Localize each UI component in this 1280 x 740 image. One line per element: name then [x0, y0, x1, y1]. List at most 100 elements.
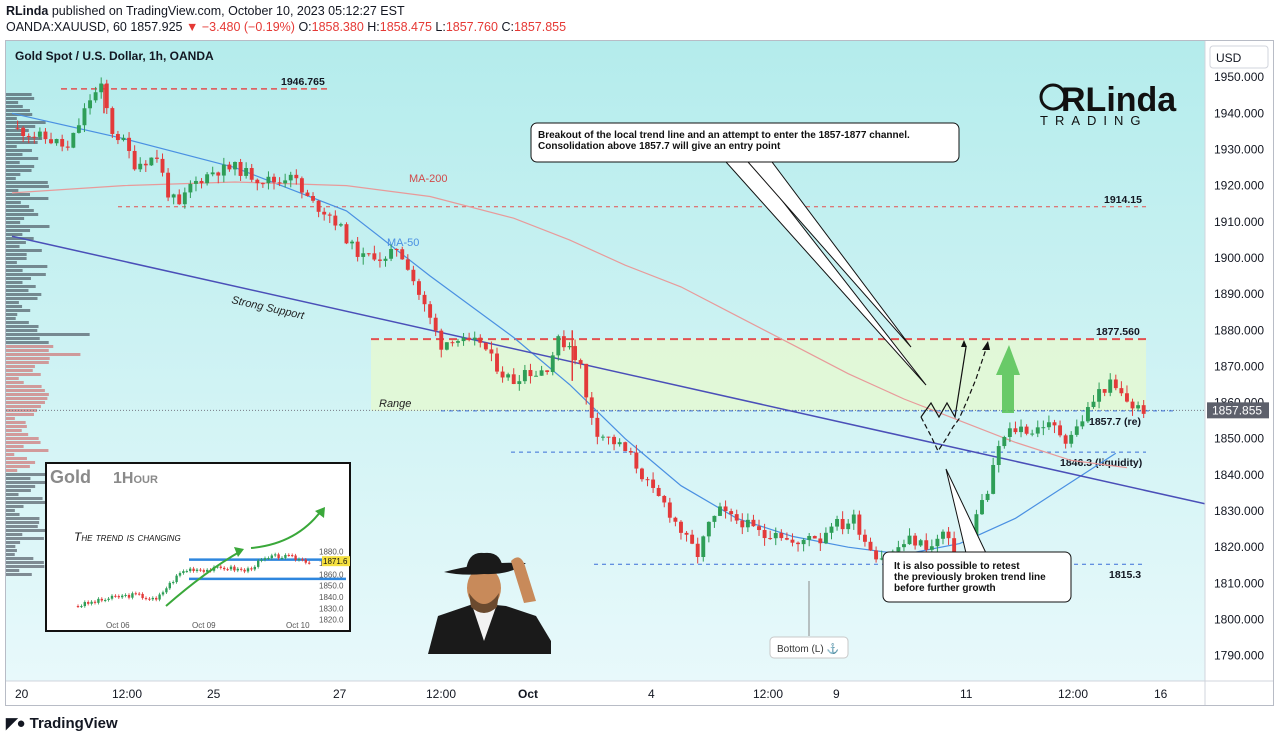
candle-body [483, 342, 488, 350]
inset-candle-body [216, 566, 219, 568]
tradingview-logo-icon: ◤● [6, 715, 26, 732]
candle-body [941, 531, 945, 539]
volume-bar [6, 277, 31, 280]
candle-body [673, 517, 678, 522]
volume-bar [6, 505, 24, 508]
inset-candle-body [250, 568, 253, 570]
candle-body [846, 523, 851, 530]
price-chart[interactable]: Range 1946.765 1914.15 1877.560 1857.7 (re)… [6, 41, 1273, 705]
volume-bar [6, 465, 30, 468]
inset-candle-body [291, 555, 294, 557]
candle-body [305, 192, 310, 196]
volume-bar [6, 221, 21, 224]
volume-bar [6, 421, 26, 424]
candle-body [506, 374, 511, 378]
volume-bar [6, 213, 39, 216]
volume-bar [6, 509, 15, 512]
candle-body [773, 532, 778, 539]
candle-body [333, 215, 338, 226]
volume-bar [6, 525, 38, 528]
volume-bar [6, 293, 42, 296]
candle-body [43, 131, 48, 140]
candle-body [244, 168, 249, 176]
inset-candle-body [178, 573, 182, 576]
time-tick-8: 9 [833, 687, 840, 701]
inset-candle-body [107, 598, 110, 600]
volume-bar [6, 537, 44, 540]
inset-candle-body [144, 598, 148, 600]
inset-candle-body [110, 595, 114, 599]
inset-candle-body [202, 570, 205, 572]
currency-label: USD [1216, 51, 1242, 65]
volume-bar [6, 393, 49, 396]
candle-body [26, 135, 31, 137]
volume-bar [6, 573, 32, 576]
candle-body [768, 538, 773, 540]
inset-candle-body [236, 568, 239, 571]
candle-body [1136, 405, 1141, 409]
candle-body [651, 479, 656, 488]
time-tick-6: 4 [648, 687, 655, 701]
tradingview-logo[interactable]: ◤● TradingView [6, 714, 118, 733]
price-axis[interactable]: 1950.000 1940.000 1930.000 1920.000 1910.000… [1207, 70, 1269, 663]
callout-bottom-line-1: the previously broken trend line [894, 572, 1046, 583]
inset-y-tick-4: 1840.0 [319, 593, 344, 602]
price-change: ▼ −3.480 (−0.19%) [185, 20, 295, 34]
candle-body [823, 532, 828, 544]
price-tick-7: 1880.000 [1214, 323, 1264, 337]
inset-candle-body [90, 601, 93, 604]
inset-candle-body [121, 595, 124, 598]
bottom-marker-box [769, 636, 849, 659]
volume-bar [6, 489, 31, 492]
candle-body [902, 544, 906, 548]
candle-body [550, 355, 555, 373]
candle-body [327, 214, 332, 216]
price-tick-4: 1910.000 [1214, 215, 1264, 229]
volume-bar [6, 425, 27, 428]
inset-candle-body [223, 567, 226, 570]
callout-bottom-box [882, 551, 1072, 603]
inset-candle-body [148, 598, 151, 600]
volume-bar [6, 265, 48, 268]
inset-candle-body [206, 569, 209, 572]
price-tick-10: 1850.000 [1214, 432, 1264, 446]
candle-body [522, 370, 527, 382]
candle-body [857, 514, 862, 535]
inset-candle-body [161, 592, 165, 595]
candle-body [500, 371, 505, 378]
candle-body [1102, 389, 1107, 393]
candle-body [394, 248, 399, 250]
candle-body [277, 182, 282, 184]
volume-bar [6, 517, 40, 520]
candle-body [400, 249, 405, 260]
inset-candle-body [185, 571, 188, 573]
inset-candle-body [226, 569, 229, 571]
cowboy-picture [428, 552, 551, 654]
candle-body [154, 157, 159, 159]
time-axis[interactable]: 20 12:00 25 27 12:00 Oct 4 12:00 9 11 12:00 16 [15, 687, 1168, 701]
volume-bar [6, 313, 18, 316]
candle-body [784, 538, 789, 540]
inset-candle-body [260, 559, 263, 561]
price-tick-3: 1920.000 [1214, 179, 1264, 193]
inset-candle-body [243, 569, 246, 572]
ohlc-value-0: 1858.380 [311, 20, 364, 34]
inset-candle-body [240, 568, 243, 570]
range-zone-rect [371, 339, 1146, 411]
inset-price-tag [322, 556, 350, 567]
candle-body [690, 534, 695, 544]
volume-bar [6, 441, 41, 444]
volume-bar [6, 557, 34, 560]
price-tick-11: 1840.000 [1214, 468, 1264, 482]
candle-body [578, 360, 583, 364]
candle-body [299, 178, 304, 193]
ma200-label: MA-200 [409, 173, 448, 185]
inset-candle-body [155, 597, 158, 600]
candle-body [1074, 426, 1079, 435]
inset-candle-body [233, 566, 236, 571]
candle-body [1141, 405, 1146, 414]
candle-body [389, 248, 394, 259]
volume-bar [6, 121, 46, 124]
currency-button[interactable]: USD [1209, 45, 1269, 69]
candle-body [600, 436, 605, 438]
